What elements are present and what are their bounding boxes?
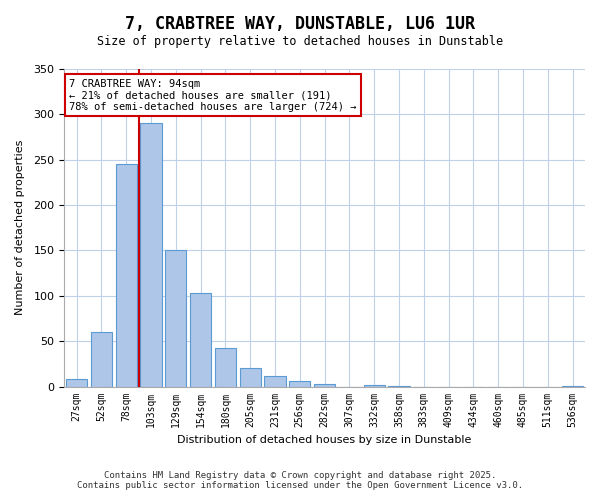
Text: 7, CRABTREE WAY, DUNSTABLE, LU6 1UR: 7, CRABTREE WAY, DUNSTABLE, LU6 1UR xyxy=(125,15,475,33)
Text: 7 CRABTREE WAY: 94sqm
← 21% of detached houses are smaller (191)
78% of semi-det: 7 CRABTREE WAY: 94sqm ← 21% of detached … xyxy=(70,78,357,112)
Text: Size of property relative to detached houses in Dunstable: Size of property relative to detached ho… xyxy=(97,35,503,48)
Bar xyxy=(66,380,87,386)
X-axis label: Distribution of detached houses by size in Dunstable: Distribution of detached houses by size … xyxy=(178,435,472,445)
Bar xyxy=(289,381,310,386)
Y-axis label: Number of detached properties: Number of detached properties xyxy=(15,140,25,316)
Bar xyxy=(239,368,261,386)
Bar xyxy=(190,293,211,386)
Bar xyxy=(265,376,286,386)
Bar xyxy=(165,250,187,386)
Bar xyxy=(140,124,161,386)
Bar xyxy=(314,384,335,386)
Text: Contains HM Land Registry data © Crown copyright and database right 2025.
Contai: Contains HM Land Registry data © Crown c… xyxy=(77,470,523,490)
Bar xyxy=(91,332,112,386)
Bar xyxy=(116,164,137,386)
Bar xyxy=(364,384,385,386)
Bar xyxy=(215,348,236,387)
